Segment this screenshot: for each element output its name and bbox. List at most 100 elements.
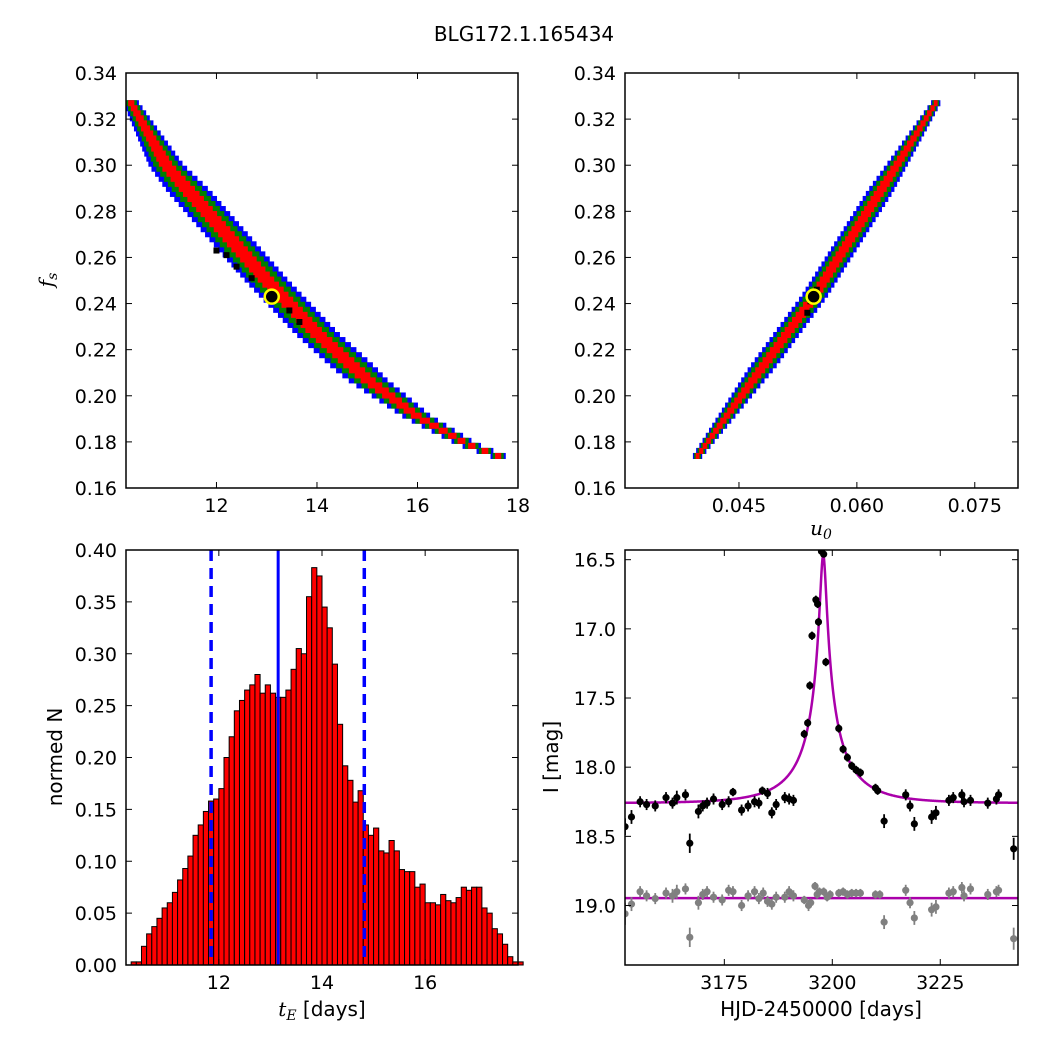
fs-ytick-label: 0.24 — [75, 294, 117, 316]
sigma1-cell — [130, 105, 138, 112]
sigma1-cell — [886, 170, 896, 177]
data-point — [772, 893, 780, 901]
density-cells — [126, 100, 506, 459]
sigma1-cell — [495, 452, 502, 459]
histogram-bar — [367, 834, 375, 966]
light-curve-data — [625, 550, 1018, 950]
histogram-bar — [187, 855, 194, 966]
data-point — [822, 658, 830, 666]
sigma1-cell — [226, 241, 244, 248]
data-point — [960, 798, 968, 806]
histogram-xtick-label: 12 — [207, 972, 231, 994]
data-point — [843, 753, 852, 762]
mag-ytick-label: 17.0 — [574, 619, 616, 641]
data-point — [804, 719, 812, 727]
sigma1-cell — [883, 175, 893, 182]
sigma1-cell — [310, 332, 327, 339]
fs-ytick-label: 0.20 — [75, 386, 117, 408]
data-point — [808, 632, 816, 640]
data-point — [744, 892, 752, 900]
histogram-ytick-label: 0.00 — [75, 955, 117, 977]
data-point — [642, 892, 651, 900]
histogram-bar — [285, 689, 292, 966]
histogram-bar — [218, 788, 225, 966]
light-curve-x-label: HJD-2450000 [days] — [720, 997, 922, 1021]
histogram-bar — [373, 827, 380, 966]
histogram-xtick-label: 14 — [310, 972, 334, 994]
data-point — [709, 893, 718, 901]
sigma1-cell — [737, 392, 746, 399]
data-point — [729, 788, 737, 796]
sigma1-cell — [873, 190, 884, 197]
sigma1-cell — [151, 145, 163, 152]
data-point — [932, 809, 940, 817]
histogram-bar — [238, 699, 246, 966]
data-point — [856, 889, 864, 897]
data-point — [876, 890, 884, 899]
sigma1-cell — [438, 427, 448, 434]
sigma1-cell — [367, 382, 383, 389]
sigma1-cell — [792, 316, 803, 323]
histogram-bar — [434, 904, 442, 966]
histogram-bar — [146, 933, 153, 966]
u0-fs-panel: 0.045 0.060 0.075 0.16 0.18 0.20 0.22 0.24 0.26 0… — [574, 63, 1019, 543]
histogram-bar — [192, 834, 199, 966]
tE-fs-frame — [125, 72, 519, 489]
light-curve-axis-ticks: 3175 3200 3225 16.5 17.0 17.5 18.0 18.5 19.0 — [574, 550, 1018, 994]
histogram-bar — [177, 879, 184, 966]
sigma1-cell — [822, 271, 833, 278]
sigma1-cell — [762, 357, 773, 364]
data-point — [874, 787, 882, 795]
sigma1-cell — [257, 276, 275, 283]
best-fit-marker — [805, 288, 822, 305]
histogram-ytick-label: 0.15 — [75, 799, 117, 821]
fs-ytick-label: 0.26 — [574, 247, 616, 269]
sigma1-cell — [204, 216, 222, 223]
dense-bin — [248, 275, 255, 282]
sigma1-cell — [706, 437, 712, 444]
sigma1-cell — [213, 226, 231, 233]
histogram-bar — [249, 684, 256, 966]
sigma1-cell — [295, 316, 313, 323]
data-point — [636, 888, 644, 896]
sigma1-cell — [389, 397, 402, 404]
data-point — [651, 895, 659, 903]
data-point — [880, 918, 888, 926]
sigma1-cell — [244, 261, 262, 268]
u0-fs-frame — [624, 72, 1019, 489]
histogram-bar — [486, 912, 493, 966]
data-point — [966, 796, 975, 804]
sigma1-cell — [262, 281, 279, 288]
sigma1-cell — [468, 442, 476, 449]
mag-ytick-label: 18.5 — [574, 826, 616, 848]
data-point — [651, 802, 659, 810]
sigma1-cell — [178, 185, 195, 192]
sigma1-cell — [135, 115, 144, 122]
sigma1-cell — [709, 432, 715, 439]
data-point — [960, 892, 968, 900]
hjd-xtick-label: 3175 — [700, 972, 748, 994]
sigma1-cell — [382, 392, 396, 399]
sigma1-cell — [860, 211, 872, 218]
mag-ytick-label: 18.0 — [574, 757, 616, 779]
sigma1-cell — [457, 437, 466, 444]
data-point — [668, 799, 677, 807]
data-point — [932, 903, 940, 911]
fs-ytick-label: 0.32 — [574, 109, 616, 131]
data-point — [703, 888, 711, 896]
histogram-bar — [166, 902, 173, 966]
tE-histogram-axis-ticks: 12 14 16 0.00 0.05 0.10 0.15 0.20 0.25 0.30 0.35 0.… — [75, 540, 518, 994]
dense-bin — [233, 263, 240, 270]
histogram-bar — [336, 723, 344, 966]
sigma1-cell — [744, 382, 754, 389]
data-point — [984, 890, 992, 899]
sigma1-cell — [128, 100, 135, 107]
sigma1-cell — [196, 206, 213, 213]
data-point — [673, 888, 681, 896]
histogram-bar — [378, 850, 385, 966]
sigma1-cell — [845, 236, 856, 243]
sigma1-cell — [848, 231, 859, 238]
sigma1-cell — [758, 362, 769, 369]
sigma1-cell — [829, 261, 840, 268]
